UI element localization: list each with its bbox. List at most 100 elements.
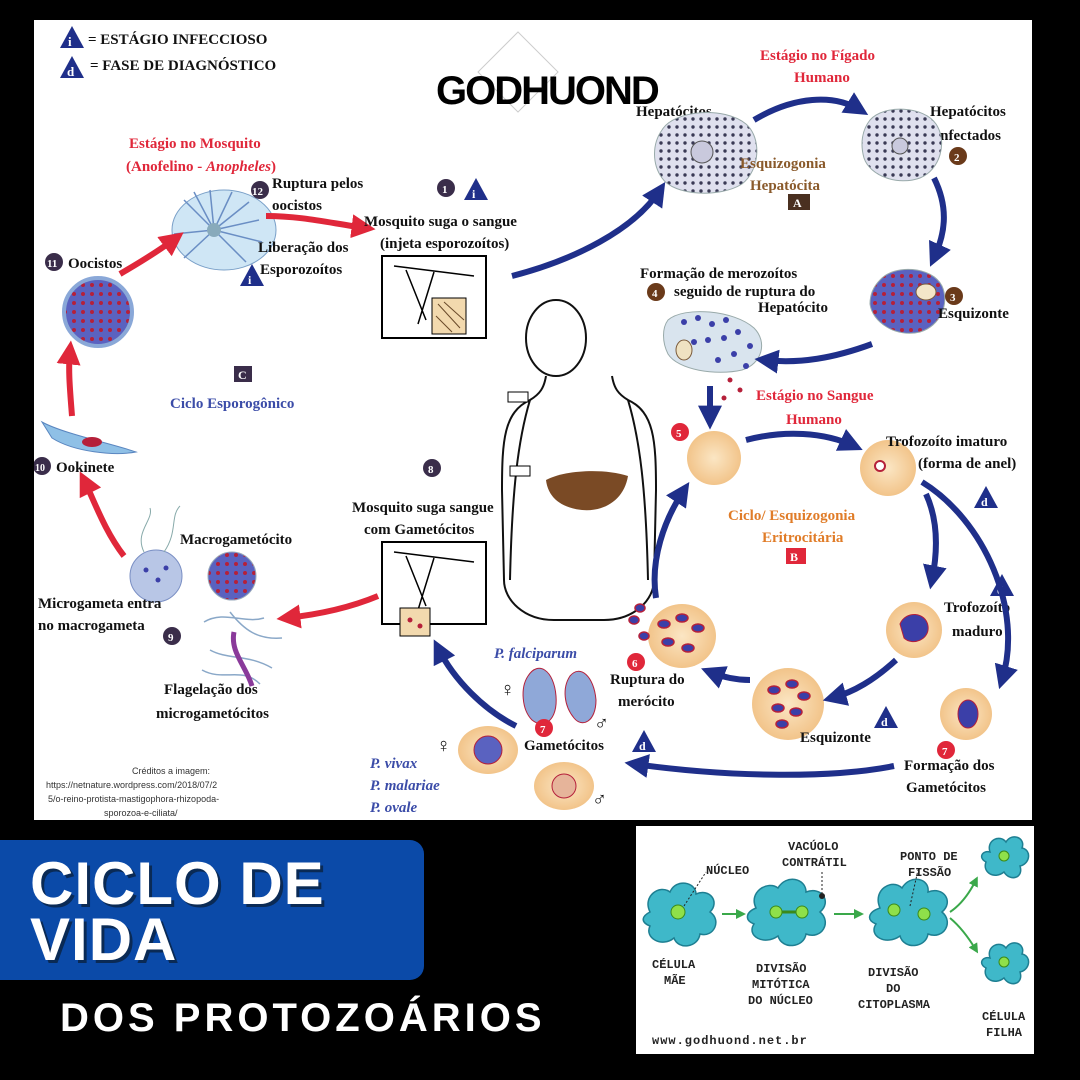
label-esquizogonia-1: Esquizogonia xyxy=(740,156,826,172)
merozoite-release-illustration xyxy=(663,311,763,401)
svg-text:11: 11 xyxy=(47,258,57,270)
step-3-badge: 3 xyxy=(945,287,963,305)
mosquito-bite-box xyxy=(381,255,487,339)
title-banner xyxy=(0,840,424,980)
label-suga-gam-1: Mosquito suga sangue xyxy=(352,500,494,516)
diagnostic-marker-schizont: d xyxy=(874,706,898,729)
svg-text:5: 5 xyxy=(676,428,682,440)
svg-text:9: 9 xyxy=(168,632,174,644)
svg-text:6: 6 xyxy=(632,658,638,670)
svg-text:12: 12 xyxy=(252,186,264,198)
svg-text:8: 8 xyxy=(428,464,434,476)
blood-schizont-illustration xyxy=(752,668,824,740)
svg-text:A: A xyxy=(793,196,802,210)
label-merozoitos-2: seguido de ruptura do xyxy=(674,284,815,300)
step-1-badge: 1 xyxy=(437,179,455,197)
label-esquizonte: Esquizonte xyxy=(938,306,1009,322)
sporogonic-cycle-arrows xyxy=(56,213,380,629)
label-ruptura-oocistos-1: Ruptura pelos xyxy=(272,176,363,192)
label-ookinete: Ookinete xyxy=(56,460,115,476)
label-trofozoito-imaturo-2: (forma de anel) xyxy=(918,456,1016,472)
diagnostic-marker-gametocytes: d xyxy=(632,730,656,753)
label-celula-mae-1: CÉLULA xyxy=(652,957,696,972)
erythrocyte-illustration xyxy=(687,431,741,485)
svg-text:B: B xyxy=(790,550,798,564)
gametocyte-formation-illustration xyxy=(940,688,992,740)
logo-godhuond: GODHUOND xyxy=(436,31,661,113)
label-flagelacao-1: Flagelação dos xyxy=(164,682,258,698)
human-body-silhouette xyxy=(500,299,658,621)
label-div-cit-2: DO xyxy=(886,982,900,996)
blood-stage-title-2: Humano xyxy=(786,412,842,428)
label-esquizonte-blood: Esquizonte xyxy=(800,730,871,746)
page-title-line-2: VIDA xyxy=(30,906,178,973)
label-ponto-2: FISSÃO xyxy=(908,865,951,880)
macrogametocyte-illustration xyxy=(207,551,257,601)
label-ruptura-merocito-1: Ruptura do xyxy=(610,672,685,688)
label-macrogametocito: Macrogametócito xyxy=(180,532,292,548)
label-ciclo-eritro-1: Ciclo/ Esquizogonia xyxy=(728,508,856,524)
label-microgameta-1: Microgameta entra xyxy=(38,596,162,612)
ookinete-illustration xyxy=(40,420,138,454)
marker-c: C xyxy=(234,366,252,382)
label-div-cit-3: CITOPLASMA xyxy=(858,998,931,1012)
contractile-vacuole-illustration xyxy=(819,893,825,899)
legend-infectious-label: = ESTÁGIO INFECCIOSO xyxy=(88,31,267,48)
label-suga-1: Mosquito suga o sangue xyxy=(364,214,517,230)
website-url: www.godhuond.net.br xyxy=(652,1034,808,1048)
label-ovale: P. ovale xyxy=(370,800,418,816)
step-8-badge: 8 xyxy=(423,459,441,477)
label-vacuolo-2: CONTRÁTIL xyxy=(782,855,847,870)
label-nucleo: NÚCLEO xyxy=(706,863,749,878)
legend-diagnostic-label: = FASE DE DIAGNÓSTICO xyxy=(90,57,276,74)
label-ponto-1: PONTO DE xyxy=(900,850,958,864)
page-title: CICLO DE VIDA xyxy=(30,854,420,973)
flagellation-illustration xyxy=(201,611,283,687)
label-gametocitos: Gametócitos xyxy=(524,738,604,754)
label-falciparum: P. falciparum xyxy=(494,646,577,662)
step-7c-badge: 7 xyxy=(937,741,955,759)
liver-illustration xyxy=(546,471,628,511)
label-liberacao-1: Liberação dos xyxy=(258,240,349,256)
credits-line-2: https://netnature.wordpress.com/2018/07/… xyxy=(46,780,217,790)
label-vivax: P. vivax xyxy=(370,756,418,772)
label-trofozoito-maduro-1: Trofozoíto xyxy=(944,600,1010,616)
female-icon-2: ♀ xyxy=(436,735,451,757)
logo-text: GODHUOND xyxy=(436,69,659,113)
label-hepatocitos-infectados-2: infectados xyxy=(936,128,1001,144)
infectious-marker-liberacao: i xyxy=(240,264,264,287)
malaria-life-cycle-diagram: i = ESTÁGIO INFECCIOSO d = FASE DE DIAGN… xyxy=(34,26,1018,818)
step-4-badge: 4 xyxy=(647,283,665,301)
legend-diagnostic: d = FASE DE DIAGNÓSTICO xyxy=(60,56,276,79)
label-ciclo-eritro-2: Eritrocitária xyxy=(762,530,844,546)
label-malariae: P. malariae xyxy=(370,778,440,794)
label-trofozoito-maduro-2: maduro xyxy=(952,624,1003,640)
ring-stage-parasite xyxy=(874,460,886,472)
label-formacao-gam-1: Formação dos xyxy=(904,758,995,774)
blood-stage-arrows xyxy=(433,429,1018,778)
falciparum-female-gametocyte xyxy=(522,667,557,725)
label-suga-gam-2: com Gametócitos xyxy=(364,522,475,538)
step-2-badge: 2 xyxy=(949,147,967,165)
svg-text:1: 1 xyxy=(442,184,448,196)
diagram-panel: i = ESTÁGIO INFECCIOSO d = FASE DE DIAGN… xyxy=(34,20,1032,820)
label-div-mit-3: DO NÚCLEO xyxy=(748,993,813,1008)
vivax-male-gametocyte xyxy=(534,762,594,810)
binary-fission-inset: NÚCLEO VACÚOLO CONTRÁTIL PONTO DE FISSÃO… xyxy=(636,826,1034,1054)
label-hepatocitos-infectados-1: Hepatócitos xyxy=(930,104,1006,120)
svg-text:d: d xyxy=(881,715,888,729)
step-10-badge: 10 xyxy=(34,457,51,475)
label-microgameta-2: no macrogameta xyxy=(38,618,145,634)
oocyst-illustration xyxy=(62,276,134,348)
svg-text:2: 2 xyxy=(954,152,960,164)
label-div-cit-1: DIVISÃO xyxy=(868,965,918,980)
step-12-badge: 12 xyxy=(251,181,269,199)
marker-b: B xyxy=(786,548,806,564)
page-subtitle: DOS PROTOZOÁRIOS xyxy=(60,996,546,1040)
label-celula-filha-2: FILHA xyxy=(986,1026,1023,1040)
svg-text:7: 7 xyxy=(942,746,948,758)
diagnostic-icon: d xyxy=(67,64,75,79)
legend-infectious: i = ESTÁGIO INFECCIOSO xyxy=(60,26,267,49)
marker-a: A xyxy=(788,194,810,210)
label-ruptura-oocistos-2: oocistos xyxy=(272,198,322,214)
